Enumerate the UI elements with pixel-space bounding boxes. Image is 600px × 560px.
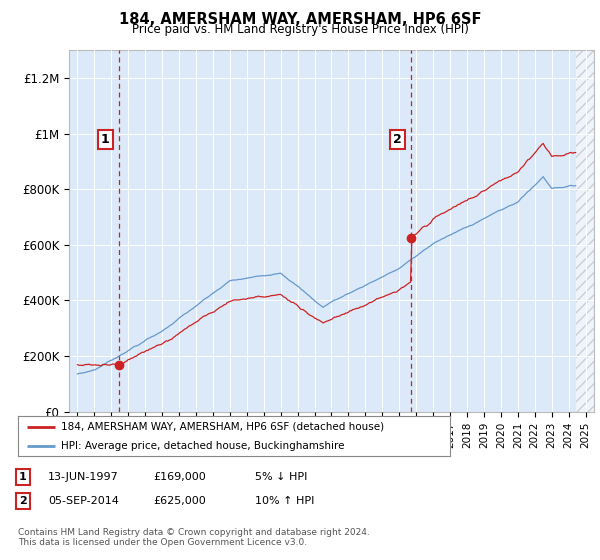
Text: 1: 1 [19,472,26,482]
Text: 184, AMERSHAM WAY, AMERSHAM, HP6 6SF (detached house): 184, AMERSHAM WAY, AMERSHAM, HP6 6SF (de… [61,422,385,432]
Text: Contains HM Land Registry data © Crown copyright and database right 2024.
This d: Contains HM Land Registry data © Crown c… [18,528,370,548]
Text: 05-SEP-2014: 05-SEP-2014 [48,496,119,506]
Text: £169,000: £169,000 [153,472,206,482]
Text: 2: 2 [19,496,26,506]
Text: 5% ↓ HPI: 5% ↓ HPI [255,472,307,482]
Text: 10% ↑ HPI: 10% ↑ HPI [255,496,314,506]
Bar [576,50,594,412]
Text: Price paid vs. HM Land Registry's House Price Index (HPI): Price paid vs. HM Land Registry's House … [131,22,469,36]
Text: £625,000: £625,000 [153,496,206,506]
Text: HPI: Average price, detached house, Buckinghamshire: HPI: Average price, detached house, Buck… [61,441,344,450]
Text: 2: 2 [392,133,401,146]
Text: 184, AMERSHAM WAY, AMERSHAM, HP6 6SF: 184, AMERSHAM WAY, AMERSHAM, HP6 6SF [119,12,481,27]
Text: 13-JUN-1997: 13-JUN-1997 [48,472,119,482]
Text: 1: 1 [101,133,110,146]
